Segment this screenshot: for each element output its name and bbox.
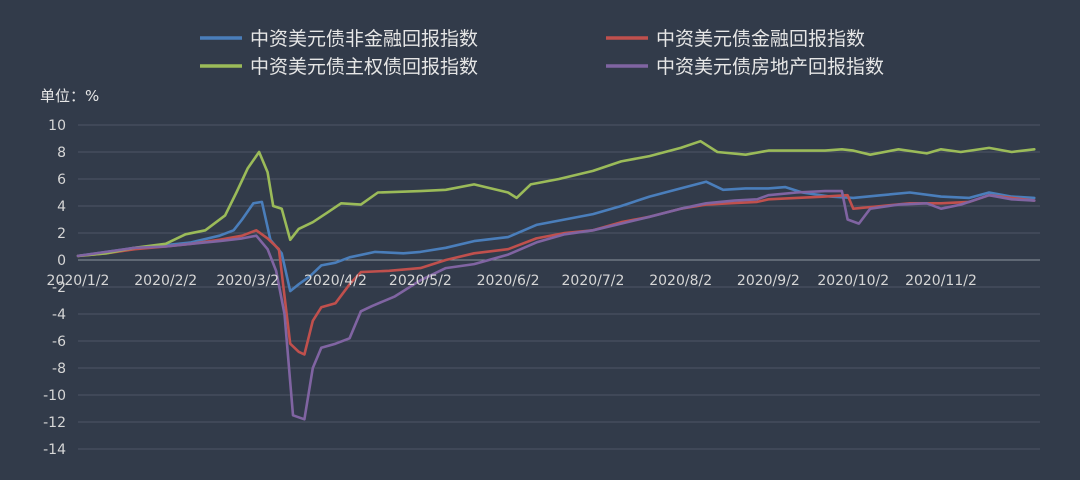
legend-item-nonfinancial: 中资美元债非金融回报指数 bbox=[200, 28, 478, 50]
y-tick-label: -12 bbox=[43, 415, 66, 431]
legend-label-nonfinancial: 中资美元债非金融回报指数 bbox=[250, 28, 478, 50]
x-tick-label: 2020/3/2 bbox=[216, 273, 279, 289]
x-tick-label: 2020/2/2 bbox=[134, 273, 197, 289]
series-layer bbox=[76, 139, 1036, 421]
y-tick-label: 8 bbox=[57, 145, 66, 161]
x-tick-label: 2020/5/2 bbox=[389, 273, 452, 289]
y-tick-label: 2 bbox=[57, 226, 66, 242]
y-tick-label: 6 bbox=[57, 172, 66, 188]
x-tick-label: 2020/8/2 bbox=[649, 273, 712, 289]
y-tick-label: -6 bbox=[52, 334, 66, 350]
series-line-0 bbox=[76, 180, 1036, 293]
y-tick-label: 10 bbox=[48, 118, 66, 134]
y-tick-label: -2 bbox=[52, 280, 66, 296]
y-axis-ticks: 10 8 6 4 2 0 -2 -4 -6 -8 -10 -12 -14 bbox=[43, 118, 66, 458]
legend-label-realestate: 中资美元债房地产回报指数 bbox=[656, 56, 884, 78]
legend-label-sovereign: 中资美元债主权债回报指数 bbox=[250, 56, 478, 78]
x-tick-label: 2020/4/2 bbox=[304, 273, 367, 289]
legend-item-financial: 中资美元债金融回报指数 bbox=[606, 28, 865, 50]
x-tick-label: 2020/11/2 bbox=[905, 273, 977, 289]
y-tick-label: 0 bbox=[57, 253, 66, 269]
y-tick-label: 4 bbox=[57, 199, 66, 215]
x-tick-label: 2020/1/2 bbox=[47, 273, 110, 289]
y-tick-label: -10 bbox=[43, 388, 66, 404]
x-axis-ticks: 2020/1/2 2020/2/2 2020/3/2 2020/4/2 2020/5/2… bbox=[47, 273, 977, 289]
series-line-3 bbox=[76, 189, 1036, 421]
series-line-2 bbox=[76, 139, 1036, 258]
unit-label: 单位：% bbox=[40, 87, 99, 105]
x-tick-label: 2020/9/2 bbox=[737, 273, 800, 289]
legend-item-realestate: 中资美元债房地产回报指数 bbox=[606, 56, 884, 78]
legend: 中资美元债非金融回报指数 中资美元债金融回报指数 中资美元债主权债回报指数 中资… bbox=[200, 28, 884, 78]
y-tick-label: -8 bbox=[52, 361, 66, 377]
x-tick-label: 2020/10/2 bbox=[817, 273, 889, 289]
x-tick-label: 2020/7/2 bbox=[562, 273, 625, 289]
legend-label-financial: 中资美元债金融回报指数 bbox=[656, 28, 865, 50]
x-tick-label: 2020/6/2 bbox=[477, 273, 540, 289]
series-line-1 bbox=[76, 193, 1036, 356]
legend-item-sovereign: 中资美元债主权债回报指数 bbox=[200, 56, 478, 78]
y-tick-label: -14 bbox=[43, 442, 66, 458]
y-tick-label: -4 bbox=[52, 307, 66, 323]
